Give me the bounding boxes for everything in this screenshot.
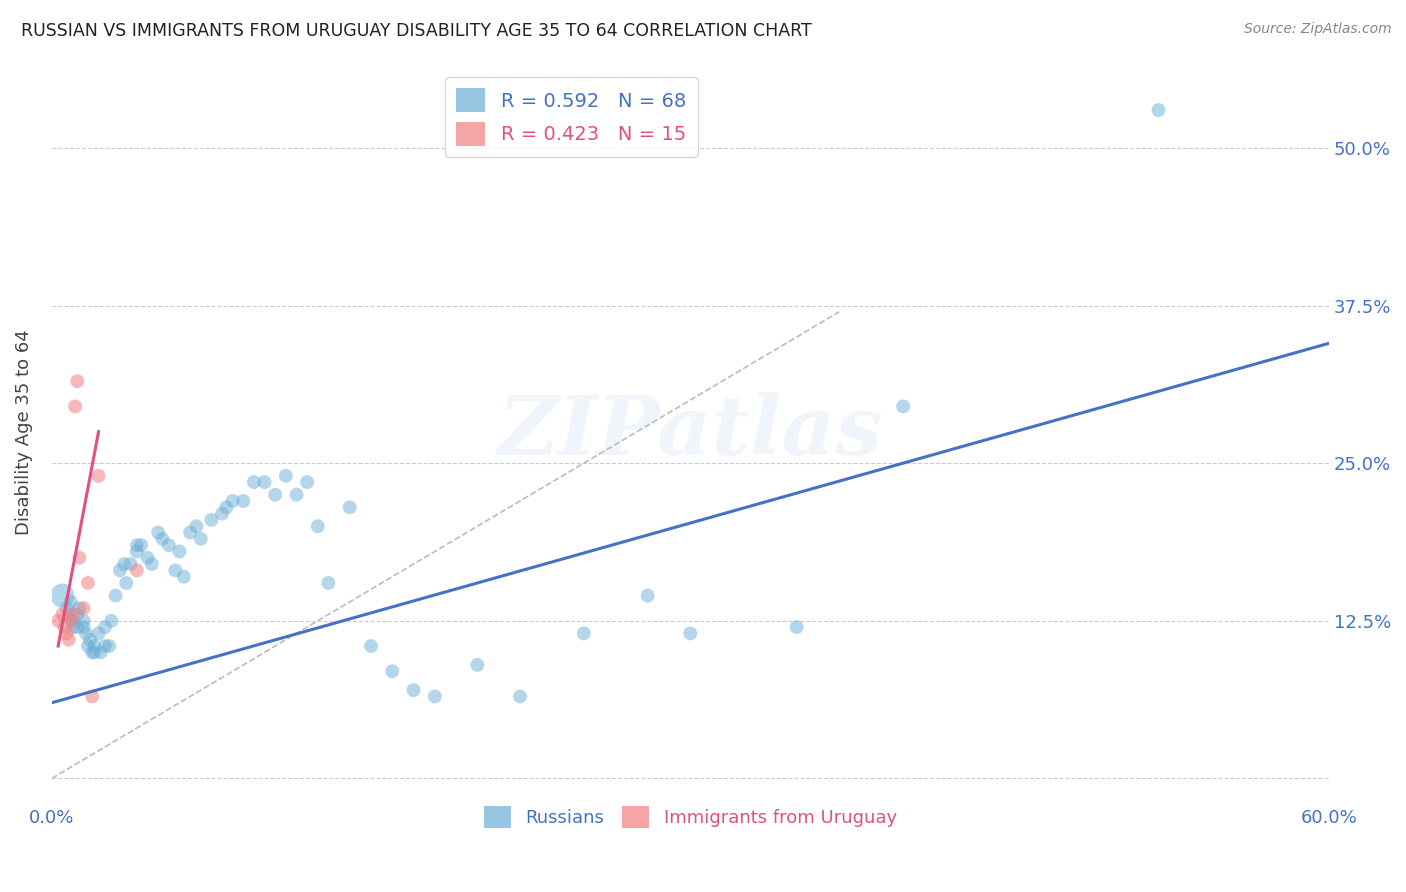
Point [82, 690, 104, 704]
Point [339, 500, 361, 515]
Point [115, 576, 138, 591]
Point [67, 601, 90, 615]
Point [360, 639, 382, 653]
Point [63, 400, 86, 414]
Point [94, 620, 117, 634]
Point [152, 532, 174, 546]
Point [381, 665, 404, 679]
Point [232, 494, 254, 508]
Point [108, 563, 131, 577]
Point [100, 614, 122, 628]
Point [90, 645, 112, 659]
Point [94, 639, 117, 653]
Point [146, 525, 169, 540]
Point [98, 639, 121, 653]
Point [55, 601, 77, 615]
Point [73, 601, 96, 615]
Point [120, 557, 142, 571]
Point [891, 400, 914, 414]
Point [125, 544, 148, 558]
Point [62, 607, 84, 622]
Point [165, 563, 187, 577]
Y-axis label: Disability Age 35 to 64: Disability Age 35 to 64 [15, 329, 32, 534]
Point [679, 626, 702, 640]
Point [58, 607, 80, 622]
Point [318, 576, 340, 591]
Point [169, 544, 191, 558]
Point [66, 374, 89, 388]
Point [77, 639, 100, 653]
Point [104, 589, 127, 603]
Point [173, 569, 195, 583]
Point [253, 475, 276, 489]
Point [66, 607, 89, 622]
Point [467, 657, 489, 672]
Point [1147, 103, 1170, 117]
Point [136, 550, 159, 565]
Point [62, 620, 84, 634]
Point [53, 620, 76, 634]
Point [285, 488, 308, 502]
Point [82, 645, 104, 659]
Point [66, 620, 89, 634]
Point [179, 525, 201, 540]
Point [67, 550, 90, 565]
Point [83, 639, 105, 653]
Point [59, 614, 82, 628]
Point [509, 690, 531, 704]
Point [73, 620, 96, 634]
Point [190, 532, 212, 546]
Point [307, 519, 329, 533]
Point [129, 538, 152, 552]
Point [221, 494, 243, 508]
Point [200, 513, 222, 527]
Point [274, 468, 297, 483]
Point [572, 626, 595, 640]
Point [786, 620, 808, 634]
Point [112, 557, 135, 571]
Point [295, 475, 318, 489]
Point [125, 538, 148, 552]
Point [637, 589, 659, 603]
Point [83, 645, 105, 659]
Point [87, 626, 110, 640]
Point [51, 607, 73, 622]
Point [423, 690, 446, 704]
Point [59, 595, 82, 609]
Point [46, 614, 69, 628]
Point [186, 519, 208, 533]
Point [125, 563, 148, 577]
Point [402, 683, 425, 698]
Legend: Russians, Immigrants from Uruguay: Russians, Immigrants from Uruguay [477, 799, 904, 836]
Point [55, 626, 77, 640]
Text: ZIPatlas: ZIPatlas [498, 392, 883, 472]
Point [243, 475, 266, 489]
Text: Source: ZipAtlas.com: Source: ZipAtlas.com [1244, 22, 1392, 37]
Point [79, 632, 101, 647]
Point [211, 507, 233, 521]
Point [51, 589, 73, 603]
Point [58, 632, 80, 647]
Text: RUSSIAN VS IMMIGRANTS FROM URUGUAY DISABILITY AGE 35 TO 64 CORRELATION CHART: RUSSIAN VS IMMIGRANTS FROM URUGUAY DISAB… [21, 22, 811, 40]
Point [264, 488, 287, 502]
Point [77, 576, 100, 591]
Point [75, 626, 97, 640]
Point [62, 614, 84, 628]
Point [215, 500, 238, 515]
Point [141, 557, 163, 571]
Point [73, 614, 96, 628]
Point [87, 468, 110, 483]
Point [157, 538, 180, 552]
